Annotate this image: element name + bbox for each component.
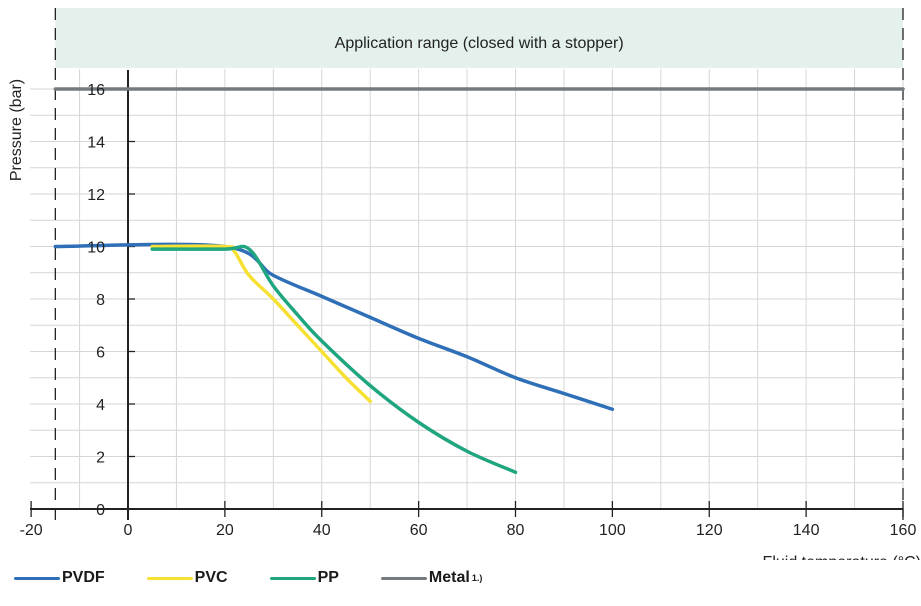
y-tick-label: 12 [87, 187, 105, 204]
y-tick-label: 10 [87, 240, 105, 257]
x-tick-label: 20 [216, 522, 234, 539]
y-tick-label: 16 [87, 82, 105, 99]
legend-label: Metal [428, 569, 470, 586]
application-range-label: Application range (closed with a stopper… [335, 35, 624, 52]
series-line-pvc [150, 244, 372, 404]
legend-label: PP [317, 569, 339, 586]
x-tick-label: 60 [410, 522, 428, 539]
legend-footnote-mark: 1.) [471, 573, 483, 583]
y-axis-title: Pressure (bar) [8, 79, 25, 181]
legend-swatch [269, 576, 316, 580]
y-tick-label: 0 [96, 502, 105, 519]
pressure-temperature-chart: Application range (closed with a stopper… [8, 8, 921, 560]
y-tick-label: 14 [87, 135, 105, 152]
x-tick-label: -20 [20, 522, 43, 539]
legend-item-pvdf: PVDF [14, 569, 105, 587]
application-range-band [55, 8, 903, 68]
legend-label: PVDF [62, 569, 105, 586]
legend-item-pp: PP [269, 569, 339, 587]
x-tick-label: 40 [313, 522, 331, 539]
legend-swatch [146, 576, 193, 580]
legend-label: PVC [194, 569, 228, 586]
x-tick-label: 100 [599, 522, 626, 539]
legend: PVDF PVC PP Metal 1.) [14, 566, 524, 590]
series-line-pp [150, 244, 518, 474]
legend-item-metal: Metal 1.) [380, 569, 483, 587]
series-line-pvdf [53, 242, 615, 411]
y-tick-label: 4 [96, 397, 105, 414]
x-axis-title: Fluid temperature (°C) [763, 554, 921, 560]
x-tick-label: 0 [124, 522, 133, 539]
x-tick-label: 140 [793, 522, 820, 539]
x-tick-label: 120 [696, 522, 723, 539]
y-tick-label: 6 [96, 345, 105, 362]
legend-item-pvc: PVC [146, 569, 228, 587]
y-tick-label: 2 [96, 450, 105, 467]
x-tick-label: 160 [890, 522, 917, 539]
y-tick-label: 8 [96, 292, 105, 309]
legend-swatch [380, 576, 427, 580]
x-tick-label: 80 [507, 522, 525, 539]
legend-swatch [14, 576, 60, 580]
